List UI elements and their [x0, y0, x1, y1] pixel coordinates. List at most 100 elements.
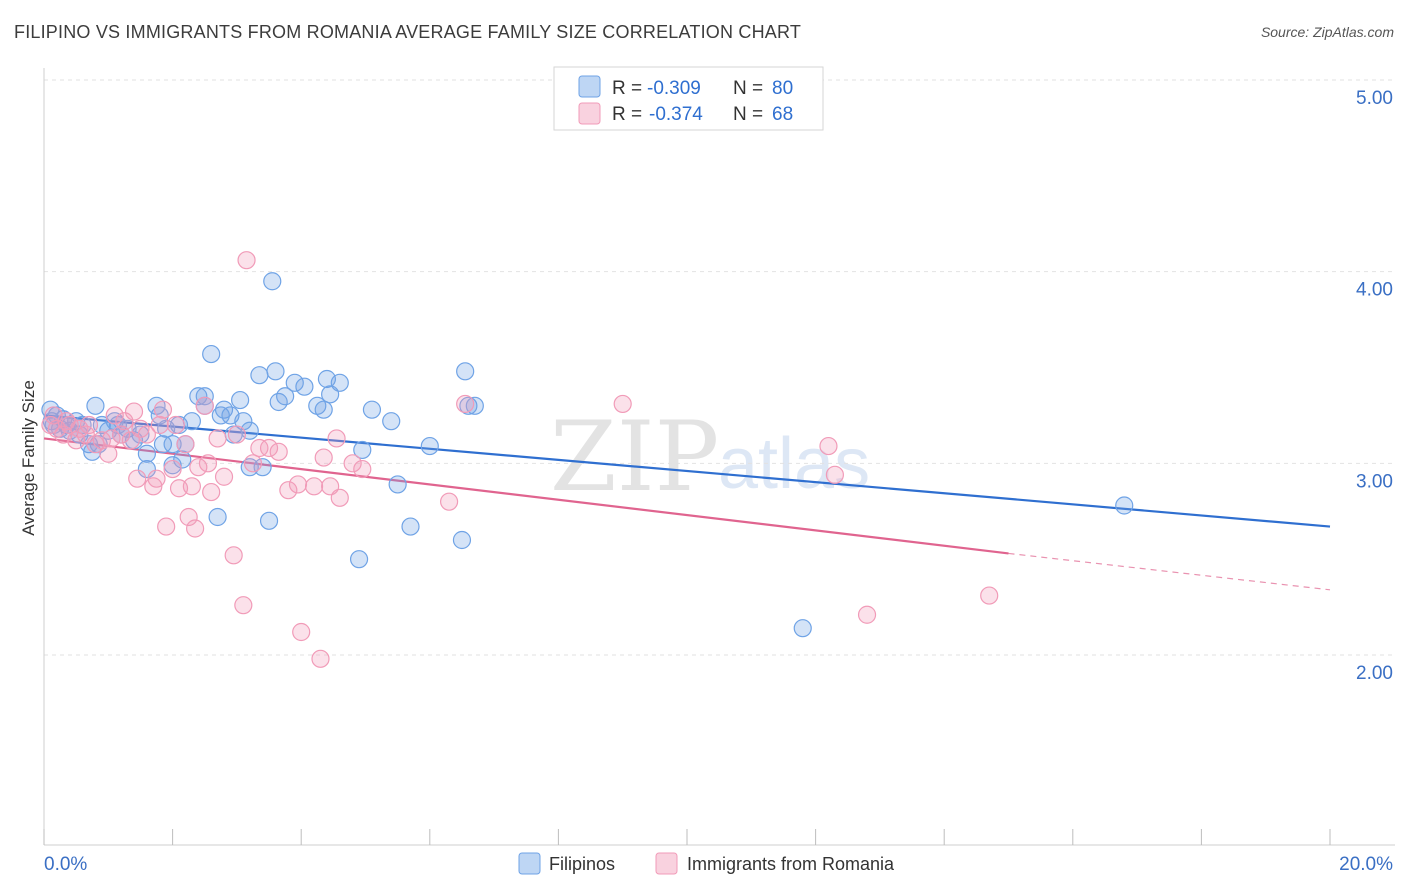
x-tick-label: 0.0% [44, 854, 87, 875]
bottom-legend-label-romania: Immigrants from Romania [687, 854, 895, 874]
romania-point [67, 431, 86, 450]
romania-trend-extension [1008, 552, 1331, 591]
filipino-point [189, 387, 208, 406]
filipino-point [263, 272, 282, 291]
filipino-point [388, 475, 407, 494]
bottom-legend-swatch-filipinos [518, 852, 541, 875]
romania-point [250, 438, 269, 458]
legend-r-label: R = [612, 78, 642, 99]
filipino-point [231, 390, 250, 410]
romania-point [105, 406, 124, 425]
y-tick-label: 4.00 [1356, 280, 1393, 301]
romania-trend-line [43, 437, 1009, 555]
filipino-point [195, 387, 214, 406]
x-tick-labels: 0.0% 20.0% [44, 854, 1393, 875]
legend-r-value: -0.374 [649, 104, 703, 125]
filipino-point [362, 400, 382, 419]
filipino-point [173, 450, 192, 469]
y-axis-label: Average Family Size [19, 380, 38, 536]
romania-point [150, 415, 169, 435]
romania-point [819, 436, 838, 456]
filipino-point [253, 458, 272, 477]
correlation-legend: R = -0.309 N = 80 R = -0.374 N = 68 [553, 66, 824, 131]
romania-point [99, 444, 118, 463]
data-points [41, 251, 1134, 668]
legend-r-label: R = [612, 104, 642, 125]
series-legend: Filipinos Immigrants from Romania [518, 852, 895, 875]
romania-point [227, 425, 246, 444]
romania-point [314, 448, 333, 467]
filipino-point [276, 387, 295, 406]
romania-point [825, 465, 844, 484]
x-tick-label: 20.0% [1339, 854, 1393, 875]
romania-point [311, 649, 330, 668]
romania-point [857, 605, 877, 624]
legend-swatch-filipinos [578, 75, 601, 98]
romania-point [147, 469, 166, 488]
romania-point [60, 415, 79, 435]
romania-point [163, 459, 182, 479]
legend-n-value: 68 [772, 104, 793, 125]
bottom-legend-label-filipinos: Filipinos [549, 854, 615, 874]
filipino-point [250, 366, 269, 385]
filipino-point [163, 456, 182, 475]
bottom-legend-swatch-romania [655, 852, 678, 875]
filipino-point [137, 459, 156, 479]
watermark-atlas: atlas [718, 424, 870, 504]
romania-point [292, 622, 311, 642]
romania-point [279, 481, 298, 500]
filipino-point [266, 362, 285, 381]
romania-point [202, 482, 221, 502]
romania-point [166, 415, 185, 435]
romania-point [124, 402, 144, 421]
filipino-point [182, 412, 201, 431]
romania-point [112, 425, 131, 444]
romania-point [327, 429, 346, 448]
romania-point [137, 425, 156, 444]
filipino-point [137, 444, 156, 463]
axes [43, 68, 1395, 846]
romania-point [189, 458, 208, 477]
filipino-point [202, 344, 221, 364]
filipino-point [382, 412, 401, 431]
romania-point [269, 442, 288, 461]
romania-point [330, 488, 349, 507]
legend-n-label: N = [733, 104, 763, 125]
filipino-point [131, 425, 150, 444]
filipino-point [459, 396, 478, 415]
filipino-point [259, 511, 279, 530]
romania-point [102, 429, 121, 448]
filipino-point [353, 440, 372, 460]
watermark-zip: ZIP [550, 401, 719, 513]
romania-point [153, 400, 173, 419]
filipino-point [401, 517, 420, 536]
romania-point [79, 415, 99, 435]
romania-point [176, 435, 195, 454]
chart-title: FILIPINO VS IMMIGRANTS FROM ROMANIA AVER… [14, 22, 802, 42]
romania-point [288, 475, 308, 494]
romania-point [613, 394, 632, 414]
filipino-point [330, 373, 349, 392]
romania-point [157, 517, 176, 536]
romania-point [243, 454, 263, 473]
filipino-point [349, 550, 369, 569]
filipino-point [208, 507, 227, 527]
romania-point [195, 396, 214, 415]
romania-point [179, 507, 198, 527]
filipino-point [211, 406, 230, 425]
y-tick-label: 3.00 [1356, 471, 1393, 492]
filipino-point [793, 619, 812, 638]
y-tick-labels: 2.00 3.00 4.00 5.00 [1356, 88, 1393, 684]
romania-point [456, 394, 475, 414]
romania-point [186, 519, 205, 538]
filipino-point [86, 396, 105, 415]
source-label: Source: ZipAtlas.com [1260, 24, 1394, 40]
romania-point [439, 492, 459, 511]
y-tick-label: 5.00 [1356, 88, 1393, 109]
romania-point [343, 454, 362, 473]
filipino-point [420, 436, 439, 456]
romania-point [208, 429, 227, 448]
romania-point [237, 251, 256, 270]
romania-point [214, 467, 234, 486]
